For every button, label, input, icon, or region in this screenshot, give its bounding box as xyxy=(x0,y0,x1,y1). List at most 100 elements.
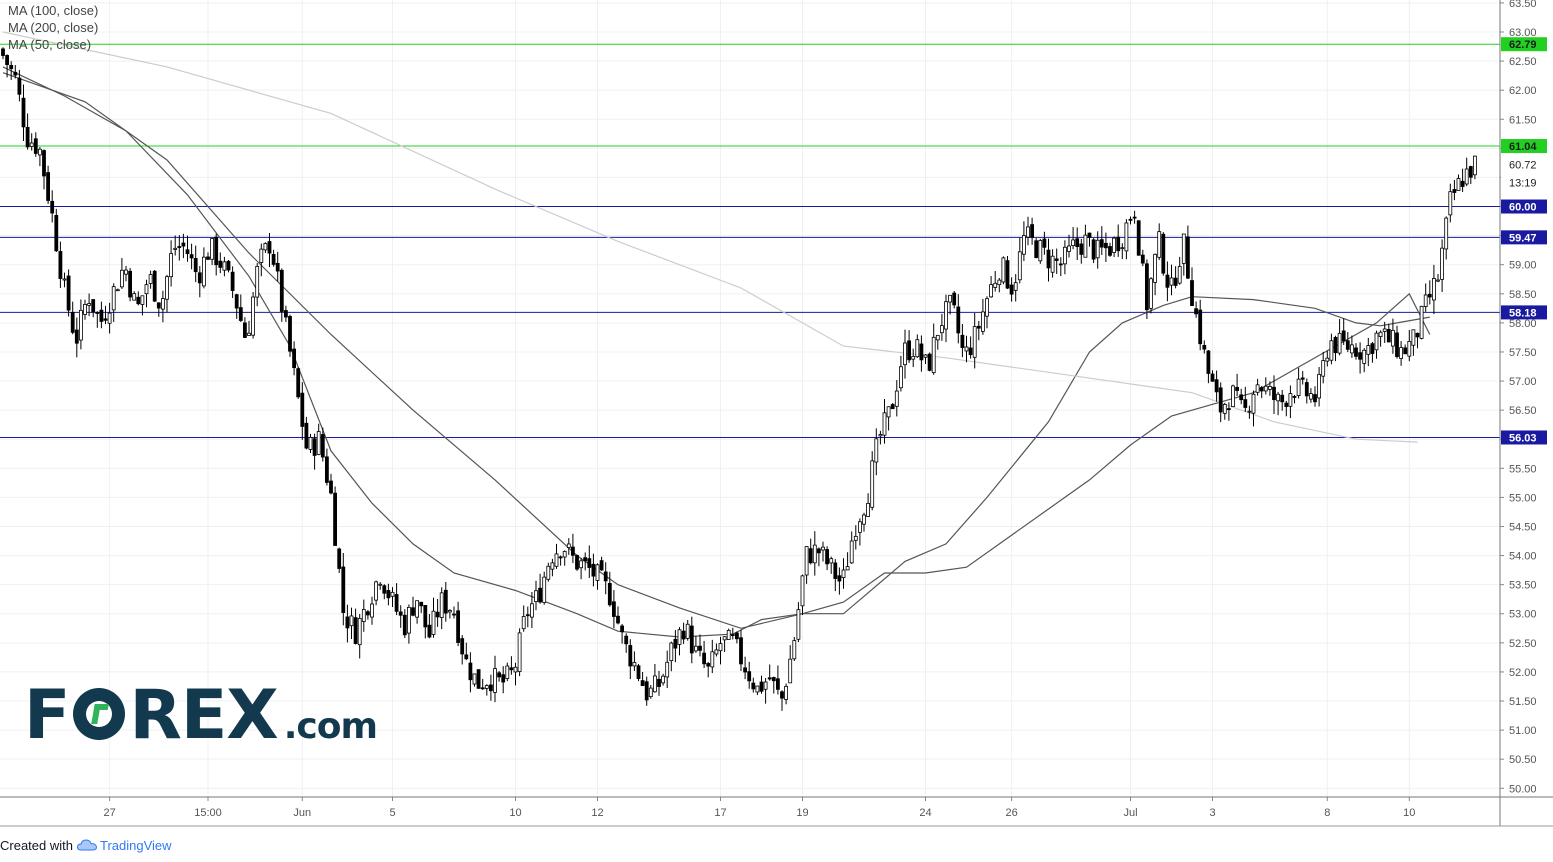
y-tick-label: 54.50 xyxy=(1509,521,1537,533)
candle-body xyxy=(1214,379,1219,393)
candle-body xyxy=(1108,246,1112,256)
candle-body xyxy=(677,629,682,645)
candle-body xyxy=(833,562,838,579)
candle-body xyxy=(1169,277,1174,286)
candle-body xyxy=(1407,341,1412,357)
candle-body xyxy=(927,353,932,371)
candle-body xyxy=(694,645,698,652)
candle-body xyxy=(771,677,776,682)
candle-body xyxy=(1198,309,1203,345)
y-tick-label: 57.50 xyxy=(1509,347,1537,359)
candle-body xyxy=(415,600,420,618)
candle-body xyxy=(308,437,313,450)
candle-body xyxy=(562,551,567,558)
candle-body xyxy=(525,614,530,617)
candle-body xyxy=(255,266,260,298)
candle-body xyxy=(242,322,247,338)
candle-body xyxy=(201,256,206,287)
candle-body xyxy=(665,661,670,678)
candle-body xyxy=(698,645,702,651)
candle-body xyxy=(1309,393,1313,400)
moving-averages xyxy=(2,31,1431,638)
candle-body xyxy=(447,610,452,613)
candle-body xyxy=(1460,180,1465,187)
candle-body xyxy=(365,611,370,616)
candle-body xyxy=(915,339,920,358)
candle-body xyxy=(1432,278,1436,301)
candle-body xyxy=(780,691,784,699)
candle-body xyxy=(956,306,961,334)
candle-body xyxy=(1333,337,1338,354)
candle-body xyxy=(1218,387,1223,413)
candle-body xyxy=(480,687,485,690)
legend-ma200[interactable]: MA (200, close) xyxy=(8,20,99,35)
candle-body xyxy=(251,296,256,336)
candle-body xyxy=(1325,357,1330,362)
y-tick-label: 53.50 xyxy=(1509,580,1537,592)
candle-body xyxy=(1231,385,1235,408)
candle-body xyxy=(521,616,526,630)
candle-body xyxy=(882,412,887,436)
candle-body xyxy=(115,289,120,292)
candle-body xyxy=(484,685,489,689)
candle-body xyxy=(1009,284,1014,295)
candle-body xyxy=(288,316,292,352)
candle-body xyxy=(747,671,752,682)
candle-body xyxy=(156,302,161,309)
legend-ma100[interactable]: MA (100, close) xyxy=(8,3,99,18)
candle-body xyxy=(275,262,280,272)
candle-body xyxy=(894,390,899,407)
candle-body xyxy=(944,301,948,330)
legend-ma50[interactable]: MA (50, close) xyxy=(8,37,92,52)
y-tick-label: 63.00 xyxy=(1509,27,1537,39)
candle-body xyxy=(989,284,993,298)
logo-o-mark-icon xyxy=(73,688,126,740)
candle-body xyxy=(456,610,461,643)
candle-body xyxy=(579,560,583,569)
candle-body xyxy=(468,662,473,681)
candle-body xyxy=(1317,374,1321,399)
candle-body xyxy=(808,548,813,564)
y-tick-label: 54.00 xyxy=(1509,551,1537,563)
candle-body xyxy=(538,587,542,603)
candle-body xyxy=(361,609,366,622)
candle-body xyxy=(919,343,924,361)
candle-body xyxy=(1313,394,1317,403)
candle-body xyxy=(140,295,145,305)
x-tick-label: 10 xyxy=(1403,807,1415,819)
candle-body xyxy=(62,278,67,281)
candle-body xyxy=(1067,245,1071,252)
tradingview-link[interactable]: TradingView xyxy=(76,838,172,853)
candle-body xyxy=(300,392,305,427)
level-price-tag xyxy=(1501,199,1547,214)
indicator-legend: MA (100, close) MA (200, close) MA (50, … xyxy=(8,2,98,53)
candle-body xyxy=(1268,386,1272,390)
candle-body xyxy=(899,366,903,389)
level-price-tag xyxy=(1501,230,1547,245)
candle-body xyxy=(911,356,916,360)
candle-body xyxy=(1005,260,1010,289)
x-tick-label: 24 xyxy=(919,807,931,819)
level-price-label: 60.00 xyxy=(1509,202,1537,214)
candle-body xyxy=(1247,410,1252,413)
candle-body xyxy=(120,269,124,288)
candle-body xyxy=(493,668,497,693)
level-price-tag xyxy=(1501,305,1547,320)
candle-body xyxy=(501,674,506,683)
candle-body xyxy=(312,438,317,456)
candle-body xyxy=(981,311,985,332)
candle-body xyxy=(546,565,551,580)
candle-body xyxy=(796,609,801,640)
candle-body xyxy=(320,434,325,458)
candle-body xyxy=(1202,344,1207,350)
candle-body xyxy=(722,636,727,641)
candle-body xyxy=(587,558,592,568)
candle-body xyxy=(279,269,284,312)
candle-body xyxy=(853,535,858,541)
candle-body xyxy=(1112,237,1116,253)
candle-body xyxy=(222,261,227,271)
logo-letters-rex: REX xyxy=(129,676,278,755)
candle-body xyxy=(5,55,9,65)
ma-line xyxy=(2,31,1418,443)
